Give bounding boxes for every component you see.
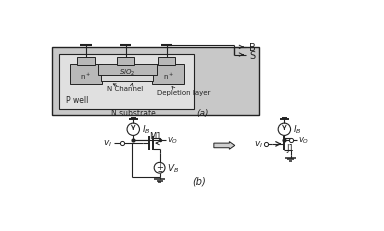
Text: SiO$_2$: SiO$_2$: [119, 67, 135, 77]
Text: $I_B$: $I_B$: [293, 123, 301, 136]
Text: Depletion layer: Depletion layer: [157, 89, 210, 95]
Bar: [98, 64, 157, 75]
Bar: [101, 74, 153, 81]
Text: (a): (a): [197, 108, 209, 117]
Text: M1: M1: [149, 131, 161, 140]
Text: (b): (b): [192, 176, 206, 186]
Bar: [59, 55, 194, 110]
Text: $v_O$: $v_O$: [298, 134, 309, 145]
Text: B: B: [250, 43, 256, 53]
Text: $v_I$: $v_I$: [255, 139, 263, 149]
Text: S: S: [250, 50, 256, 60]
Text: –: –: [157, 165, 162, 175]
Bar: [152, 64, 184, 85]
Text: $I_B$: $I_B$: [142, 123, 151, 136]
Text: +: +: [156, 162, 163, 171]
Bar: [70, 64, 102, 85]
Bar: [117, 58, 134, 66]
Text: $V_B$: $V_B$: [167, 162, 179, 174]
Text: P well: P well: [66, 95, 89, 104]
Text: $v_O$: $v_O$: [167, 134, 178, 145]
Text: N Channel: N Channel: [108, 86, 144, 92]
Text: n$^+$: n$^+$: [80, 72, 91, 82]
Text: J1: J1: [286, 144, 294, 152]
Text: n$^+$: n$^+$: [162, 72, 174, 82]
Bar: [78, 58, 94, 66]
FancyArrow shape: [214, 142, 235, 150]
Text: N substrate: N substrate: [111, 108, 156, 117]
Bar: [52, 48, 259, 115]
Bar: [158, 58, 175, 66]
Text: $v_I$: $v_I$: [103, 138, 111, 149]
